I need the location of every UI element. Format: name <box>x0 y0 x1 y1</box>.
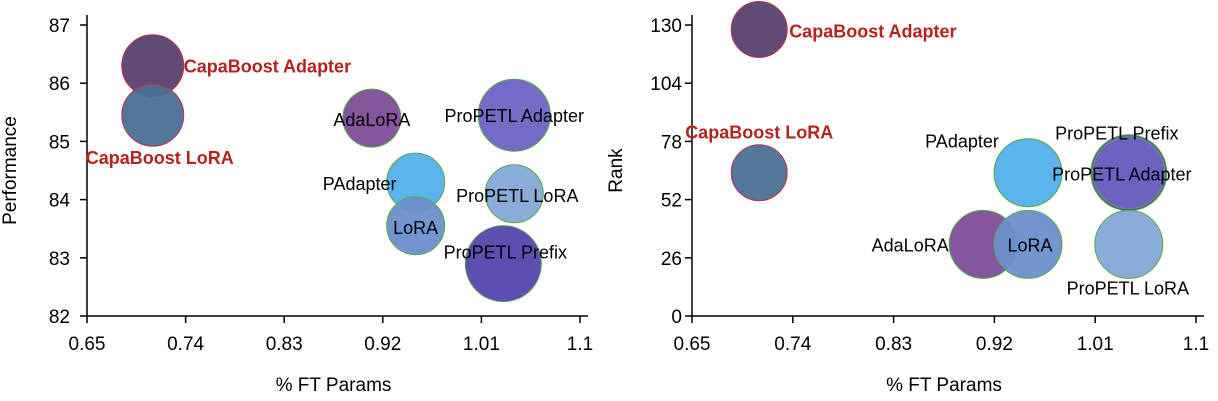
panel2-data-label-propetl-adapter: ProPETL Adapter <box>1052 165 1191 185</box>
panel2-bubble-capaboost-lora <box>730 144 788 202</box>
panel2-y-tick-label: 26 <box>661 249 682 270</box>
panel2-x-tick-label: 0.74 <box>774 334 811 355</box>
panel1-bubble-propetl-prefix <box>464 225 542 303</box>
panel1-y-tick-label: 85 <box>49 132 70 153</box>
panel2-bubble-padapter <box>993 138 1063 208</box>
panel2-y-tick-label: 130 <box>650 16 682 37</box>
panel1-x-tick-label: 1.1 <box>567 334 593 355</box>
panel1-x-tick-label: 1.01 <box>463 334 500 355</box>
panel2-x-axis-label: % FT Params <box>886 375 1002 396</box>
panel2-data-label-padapter: PAdapter <box>925 132 999 152</box>
panel2-y-axis-label: Rank <box>606 148 627 193</box>
panel2-x-tick-label: 1.1 <box>1183 334 1209 355</box>
panel1-y-tick-label: 86 <box>49 74 70 95</box>
panel1-bubble-lora <box>386 196 446 256</box>
panel1-x-axis-label: % FT Params <box>276 375 392 396</box>
panel1-data-label-capaboost-adapter: CapaBoost Adapter <box>184 57 351 77</box>
panel1-y-tick-label: 87 <box>49 16 70 37</box>
panel1-y-tick-label: 83 <box>49 249 70 270</box>
panel2-x-tick-label: 0.83 <box>875 334 912 355</box>
panel1-data-label-propetl-prefix: ProPETL Prefix <box>444 243 567 263</box>
panel2-data-label-adalora: AdaLoRA <box>872 235 949 255</box>
panel1-x-tick-label: 0.83 <box>266 334 303 355</box>
panel2-bubble-propetl-lora <box>1094 209 1164 279</box>
panel1-bubble-propetl-adapter <box>477 78 551 152</box>
panel1-bubble-adalora <box>342 88 402 148</box>
panel1-bubble-propetl-lora <box>484 164 544 224</box>
panel1-data-label-padapter: PAdapter <box>323 174 397 194</box>
panel2-bubble-propetl-adapter <box>1092 136 1166 210</box>
panel2-y-tick-label: 78 <box>661 132 682 153</box>
panel2-data-label-propetl-prefix: ProPETL Prefix <box>1055 124 1178 144</box>
panel2-bubble-lora <box>993 209 1063 279</box>
panel2-x-tick-label: 1.01 <box>1077 334 1114 355</box>
panel1-data-label-propetl-lora: ProPETL LoRA <box>456 186 578 206</box>
panel1-y-axis-label: Performance <box>0 116 21 225</box>
panel1-x-tick-label: 0.92 <box>364 334 401 355</box>
panel1-bubble-capaboost-lora <box>121 83 185 147</box>
panel1-y-tick-label: 84 <box>49 191 71 212</box>
panel2-x-tick-label: 0.92 <box>976 334 1013 355</box>
panel1-x-tick-label: 0.74 <box>167 334 204 355</box>
panel1-data-label-adalora: AdaLoRA <box>333 110 410 130</box>
panel2-y-tick-label: 52 <box>661 191 682 212</box>
panel2-data-label-capaboost-lora: CapaBoost LoRA <box>685 123 833 143</box>
panel1-data-label-capaboost-lora: CapaBoost LoRA <box>86 148 234 168</box>
panel2-y-tick-label: 0 <box>671 307 682 328</box>
panel1-data-label-lora: LoRA <box>393 218 438 238</box>
panel1-y-tick-label: 82 <box>49 307 70 328</box>
panel1-x-tick-label: 0.65 <box>69 334 106 355</box>
panel2-bubble-capaboost-adapter <box>730 0 788 58</box>
panel1-data-label-propetl-adapter: ProPETL Adapter <box>445 106 584 126</box>
panel2-data-label-capaboost-adapter: CapaBoost Adapter <box>789 21 956 41</box>
panel2-data-label-propetl-lora: ProPETL LoRA <box>1067 278 1189 298</box>
panel2-y-tick-label: 104 <box>650 74 682 95</box>
panel2-x-tick-label: 0.65 <box>674 334 711 355</box>
panel2-data-label-lora: LoRA <box>1007 235 1052 255</box>
